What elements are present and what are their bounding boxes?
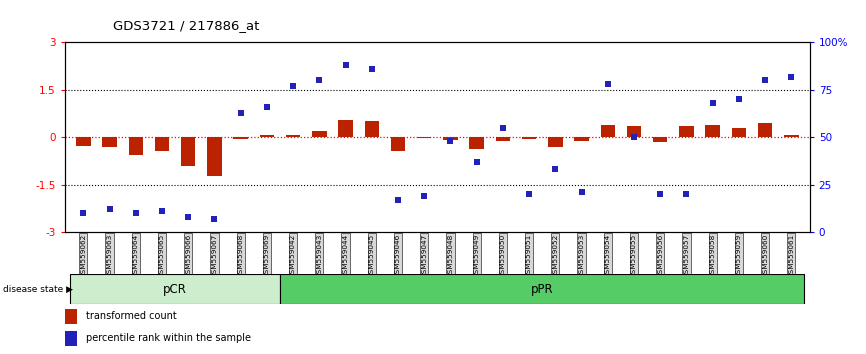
Point [443, 138, 457, 144]
Text: GSM559042: GSM559042 [290, 234, 296, 278]
Text: transformed count: transformed count [87, 312, 177, 321]
Point [365, 66, 378, 72]
Bar [102, 137, 117, 147]
Bar [574, 137, 589, 141]
Text: GSM559058: GSM559058 [709, 234, 715, 278]
Bar [758, 123, 772, 137]
Point [339, 62, 352, 68]
Point [548, 166, 562, 172]
Text: GSM559053: GSM559053 [578, 234, 585, 278]
Bar [280, 274, 805, 304]
Point [627, 135, 641, 140]
Text: GSM559055: GSM559055 [631, 234, 637, 278]
Bar [469, 137, 484, 149]
Point [417, 193, 431, 199]
Text: GSM559060: GSM559060 [762, 234, 768, 278]
Text: GSM559054: GSM559054 [604, 234, 611, 278]
Bar [548, 137, 563, 147]
Bar [260, 135, 274, 137]
Text: GSM559064: GSM559064 [132, 234, 139, 278]
Text: GSM559044: GSM559044 [343, 234, 348, 278]
Bar [312, 131, 326, 137]
Bar [234, 137, 248, 139]
Text: GSM559046: GSM559046 [395, 234, 401, 278]
Bar [65, 309, 77, 324]
Text: GSM559049: GSM559049 [474, 234, 480, 278]
Bar [443, 137, 457, 140]
Point [759, 78, 772, 83]
Text: GSM559061: GSM559061 [788, 234, 794, 278]
Point [522, 191, 536, 197]
Text: GSM559069: GSM559069 [264, 234, 270, 278]
Point [496, 125, 510, 131]
Bar [653, 137, 668, 142]
Bar [155, 137, 169, 152]
Point [601, 81, 615, 87]
Text: GSM559066: GSM559066 [185, 234, 191, 278]
Text: GSM559043: GSM559043 [316, 234, 322, 278]
Point [653, 191, 667, 197]
Bar [76, 137, 91, 146]
Text: GSM559047: GSM559047 [421, 234, 427, 278]
Point [286, 83, 300, 89]
Text: GDS3721 / 217886_at: GDS3721 / 217886_at [113, 19, 259, 33]
Point [76, 210, 90, 216]
Point [208, 216, 222, 222]
Text: GSM559057: GSM559057 [683, 234, 689, 278]
Point [181, 214, 195, 219]
Bar [70, 274, 280, 304]
Text: GSM559050: GSM559050 [500, 234, 506, 278]
Point [391, 197, 405, 202]
Text: pCR: pCR [163, 283, 187, 296]
Bar [495, 137, 510, 141]
Bar [339, 120, 352, 137]
Bar [417, 137, 431, 138]
Point [155, 208, 169, 214]
Point [102, 206, 116, 212]
Point [575, 189, 589, 195]
Bar [679, 126, 694, 137]
Point [234, 110, 248, 115]
Point [732, 97, 746, 102]
Bar [181, 137, 196, 166]
Bar [365, 121, 379, 137]
Point [469, 159, 483, 165]
Bar [706, 125, 720, 137]
Text: GSM559045: GSM559045 [369, 234, 375, 278]
Point [680, 191, 694, 197]
Text: GSM559048: GSM559048 [448, 234, 454, 278]
Bar [207, 137, 222, 176]
Text: GSM559051: GSM559051 [527, 234, 532, 278]
Bar [128, 137, 143, 155]
Text: GSM559062: GSM559062 [81, 234, 87, 278]
Bar [601, 125, 615, 137]
Text: GSM559056: GSM559056 [657, 234, 663, 278]
Point [785, 74, 798, 79]
Point [129, 210, 143, 216]
Bar [522, 137, 536, 139]
Text: GSM559067: GSM559067 [211, 234, 217, 278]
Point [260, 104, 274, 110]
Text: percentile rank within the sample: percentile rank within the sample [87, 333, 251, 343]
Text: GSM559063: GSM559063 [107, 234, 113, 278]
Bar [286, 135, 301, 137]
Point [313, 78, 326, 83]
Bar [391, 137, 405, 152]
Bar [65, 331, 77, 346]
Bar [627, 126, 641, 137]
Text: GSM559059: GSM559059 [736, 234, 742, 278]
Bar [732, 128, 746, 137]
Text: GSM559052: GSM559052 [553, 234, 559, 278]
Point [706, 100, 720, 106]
Text: pPR: pPR [531, 283, 553, 296]
Text: GSM559065: GSM559065 [159, 234, 165, 278]
Text: disease state ▶: disease state ▶ [3, 285, 73, 294]
Bar [784, 135, 798, 137]
Text: GSM559068: GSM559068 [237, 234, 243, 278]
